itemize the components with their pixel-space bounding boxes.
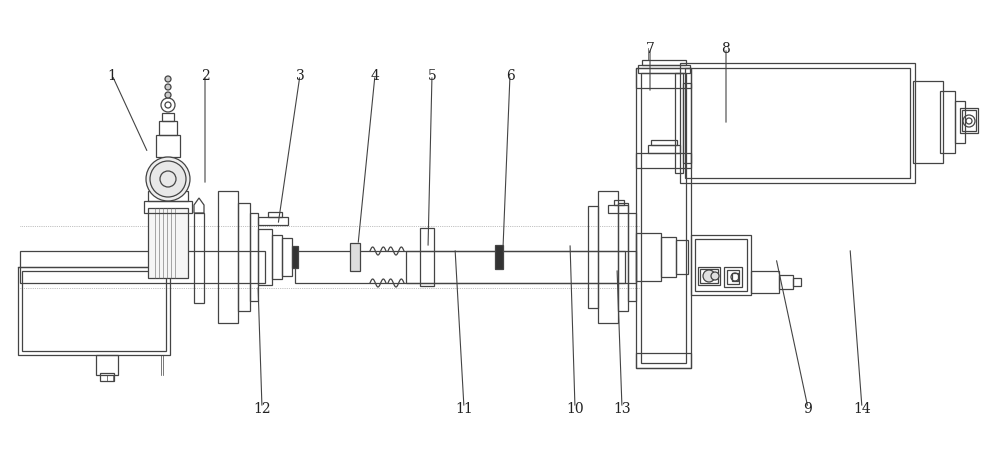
Text: 9: 9 (804, 401, 812, 415)
Bar (618, 204, 628, 311)
Bar (680, 64, 915, 184)
Bar (156, 136, 180, 158)
Bar (292, 246, 298, 269)
Bar (148, 208, 188, 278)
Bar (724, 268, 742, 288)
Bar (22, 271, 166, 351)
Bar (588, 206, 598, 308)
Bar (18, 268, 170, 355)
Bar (651, 141, 677, 146)
Bar (779, 275, 793, 289)
Bar (295, 251, 625, 283)
Bar (648, 146, 680, 154)
Bar (250, 213, 258, 301)
Bar (698, 268, 720, 285)
Bar (20, 251, 265, 283)
Circle shape (711, 272, 719, 281)
Circle shape (165, 93, 171, 99)
Bar (642, 61, 686, 66)
Bar (272, 236, 282, 279)
Bar (608, 206, 628, 213)
Bar (268, 213, 282, 218)
Text: 3: 3 (296, 69, 304, 83)
Bar (614, 200, 624, 206)
Bar (962, 111, 976, 131)
Bar (636, 69, 691, 89)
Bar (194, 213, 204, 303)
Bar (495, 245, 503, 269)
Circle shape (703, 270, 715, 282)
Bar (258, 230, 272, 285)
Bar (598, 192, 618, 323)
Text: 1: 1 (108, 69, 116, 83)
Bar (406, 251, 636, 283)
Text: 14: 14 (853, 401, 871, 415)
Bar (636, 353, 691, 368)
Bar (685, 69, 910, 179)
Bar (675, 74, 683, 174)
Text: 13: 13 (613, 401, 631, 415)
Text: 8: 8 (722, 42, 730, 56)
Bar (258, 218, 288, 225)
Bar (638, 66, 690, 74)
Bar (676, 240, 688, 275)
Bar (700, 269, 718, 283)
Bar (661, 238, 676, 277)
Bar (350, 244, 360, 271)
Bar (162, 114, 174, 122)
Bar (940, 92, 955, 154)
Bar (793, 278, 801, 287)
Polygon shape (194, 199, 204, 213)
Bar (683, 84, 691, 163)
Bar (100, 373, 114, 381)
Bar (282, 238, 292, 276)
Bar (751, 271, 779, 294)
Text: 10: 10 (566, 401, 584, 415)
Bar (144, 201, 192, 213)
Text: 2: 2 (201, 69, 209, 83)
Text: 11: 11 (455, 401, 473, 415)
Bar (691, 236, 751, 295)
Bar (96, 355, 118, 375)
Circle shape (165, 85, 171, 91)
Bar (960, 109, 978, 134)
Bar (636, 233, 661, 282)
Bar (732, 274, 738, 282)
Bar (641, 74, 686, 363)
Bar (695, 239, 747, 291)
Bar (913, 82, 943, 163)
Bar (727, 270, 739, 284)
Bar (955, 102, 965, 144)
Bar (628, 213, 636, 301)
Text: 4: 4 (371, 69, 379, 83)
Bar (636, 69, 691, 368)
Bar (420, 229, 434, 287)
Bar (636, 154, 691, 169)
Circle shape (146, 158, 190, 201)
Bar (218, 192, 238, 323)
Bar (159, 122, 177, 136)
Text: 12: 12 (253, 401, 271, 415)
Text: 6: 6 (506, 69, 514, 83)
Bar (148, 192, 188, 201)
Bar (238, 204, 250, 311)
Circle shape (165, 77, 171, 83)
Text: 5: 5 (428, 69, 436, 83)
Circle shape (150, 162, 186, 198)
Text: 7: 7 (646, 42, 654, 56)
